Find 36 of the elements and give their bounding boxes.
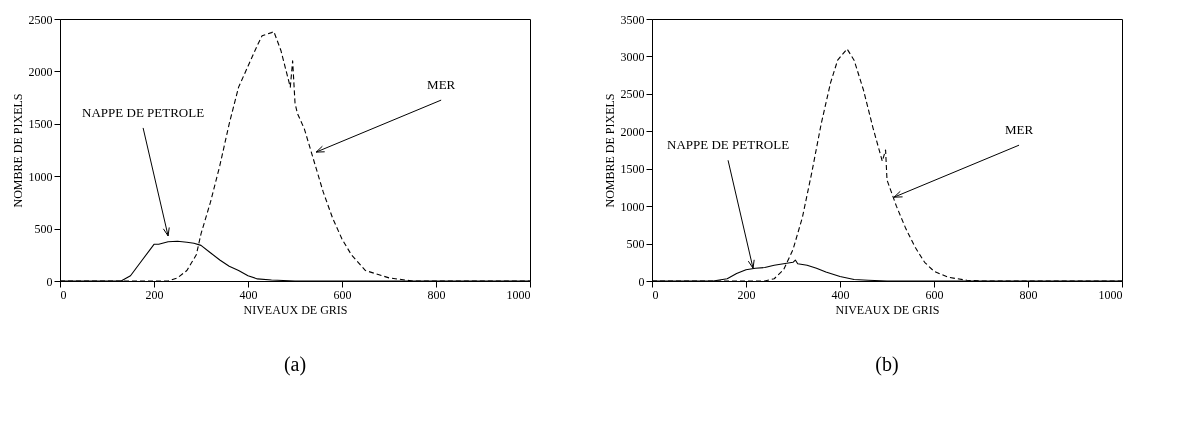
x-axis-title: NIVEAUX DE GRIS	[243, 302, 348, 317]
y-tick-label: 2500	[28, 12, 53, 27]
annotation: NAPPE DE PETROLE	[667, 137, 790, 153]
y-axis-title: NOMBRE DE PIXELS	[602, 93, 617, 208]
y-tick-label: 0	[638, 274, 645, 289]
x-tick-label: 800	[427, 287, 446, 302]
y-tick-label: 3500	[620, 12, 645, 27]
x-tick-label: 600	[925, 287, 944, 302]
y-tick-label: 0	[46, 274, 53, 289]
x-tick-label: 0	[60, 287, 67, 302]
y-tick-label: 1500	[28, 117, 53, 132]
x-tick-label: 400	[831, 287, 850, 302]
y-tick-label: 2000	[620, 124, 645, 139]
text: (a)	[283, 353, 307, 376]
y-tick-label: 1500	[620, 162, 645, 177]
x-tick-label: 400	[239, 287, 258, 302]
y-tick-label: 2000	[28, 64, 53, 79]
annotation: MER	[1004, 122, 1034, 138]
text: (b)	[875, 353, 899, 376]
annotation: MER	[427, 77, 456, 93]
x-tick-label: 600	[333, 287, 352, 302]
x-axis-title: NIVEAUX DE GRIS	[835, 302, 940, 317]
y-tick-label: 2500	[620, 87, 645, 102]
x-tick-label: 200	[737, 287, 756, 302]
x-tick-label: 0	[652, 287, 659, 302]
y-tick-label: 1000	[28, 169, 53, 184]
y-tick-label: 3000	[620, 49, 645, 64]
annotation: NAPPE DE PETROLE	[82, 104, 205, 120]
y-tick-label: 1000	[620, 199, 645, 214]
y-tick-label: 500	[626, 237, 645, 252]
x-tick-label: 1000	[506, 287, 531, 302]
x-tick-label: 200	[145, 287, 164, 302]
y-tick-label: 500	[34, 222, 53, 237]
y-axis-title: NOMBRE DE PIXELS	[10, 93, 25, 208]
x-tick-label: 800	[1019, 287, 1038, 302]
x-tick-label: 1000	[1098, 287, 1123, 302]
